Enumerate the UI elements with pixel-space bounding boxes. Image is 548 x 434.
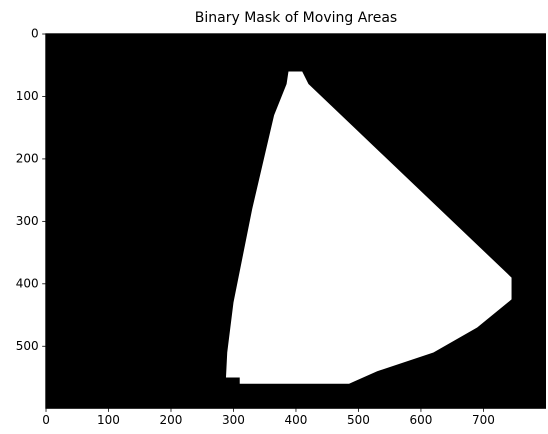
y-tick-label: 100 <box>16 89 39 103</box>
mask-region <box>225 71 512 384</box>
chart-title: Binary Mask of Moving Areas <box>195 10 397 26</box>
y-tick-label: 500 <box>16 339 39 353</box>
y-tick-label: 400 <box>16 276 39 290</box>
x-tick-label: 400 <box>285 413 308 427</box>
x-tick-label: 700 <box>472 413 495 427</box>
x-tick-label: 500 <box>347 413 370 427</box>
y-tick-label: 200 <box>16 151 39 165</box>
x-tick-label: 0 <box>42 413 50 427</box>
x-tick-label: 300 <box>222 413 245 427</box>
y-tick-label: 0 <box>31 27 39 41</box>
y-tick-label: 300 <box>16 214 39 228</box>
x-tick-label: 200 <box>160 413 183 427</box>
x-tick-label: 600 <box>409 413 432 427</box>
x-tick-label: 100 <box>97 413 120 427</box>
